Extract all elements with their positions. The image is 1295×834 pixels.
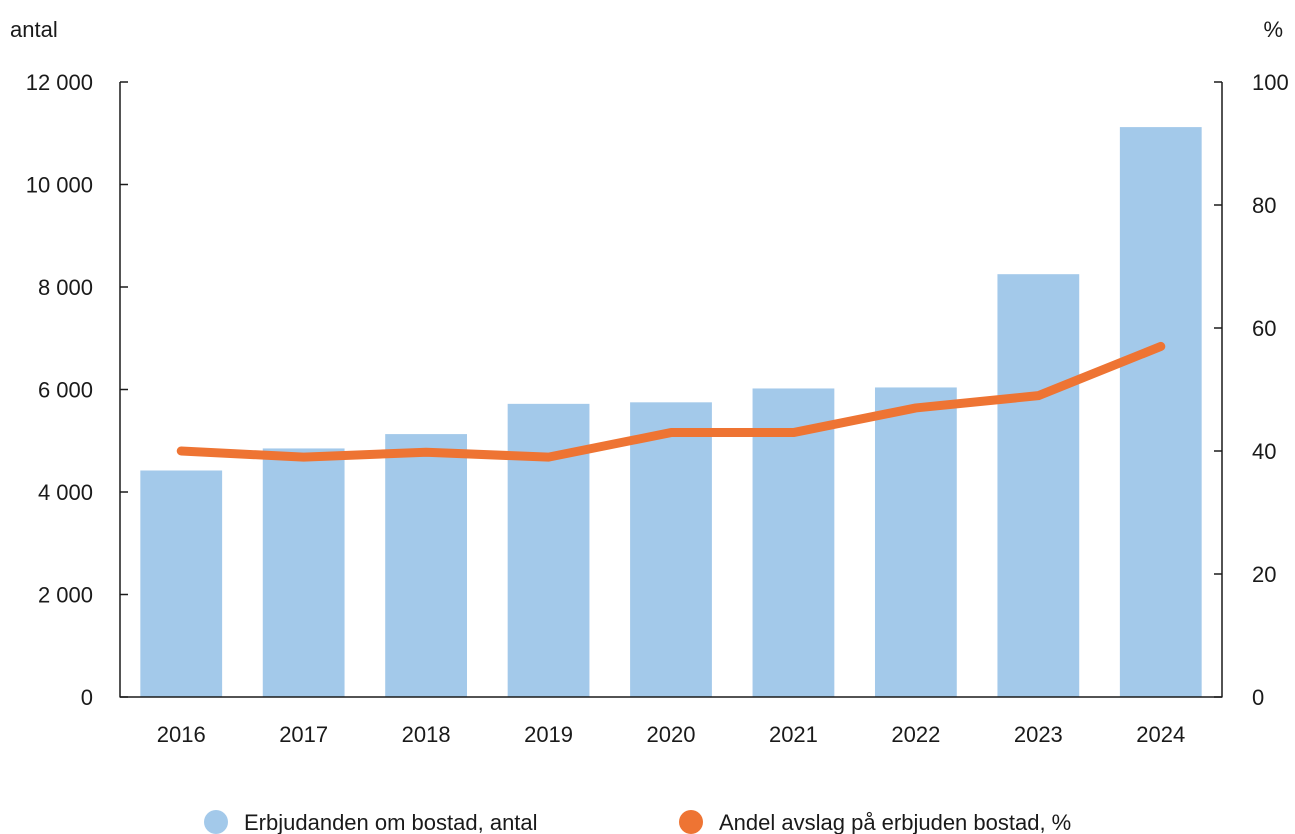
x-tick-label: 2019 [524, 722, 573, 747]
left-tick-label: 10 000 [26, 173, 93, 198]
line-point-2022 [915, 407, 917, 409]
right-tick-label: 20 [1252, 562, 1276, 587]
bar-2017 [262, 448, 345, 697]
bar-series [140, 127, 1202, 698]
left-tick-label: 2 000 [38, 583, 93, 608]
line-point-2017 [303, 456, 305, 458]
right-axis-unit: % [1263, 17, 1283, 42]
right-tick-label: 80 [1252, 193, 1276, 218]
left-tick-label: 8 000 [38, 275, 93, 300]
left-tick-label: 6 000 [38, 378, 93, 403]
x-tick-label: 2020 [647, 722, 696, 747]
bar-2022 [874, 387, 957, 697]
legend-swatch-line [679, 810, 703, 834]
legend-label-line: Andel avslag på erbjuden bostad, % [719, 810, 1071, 834]
line-point-2024 [1160, 345, 1162, 347]
bar-2021 [752, 388, 835, 697]
line-point-2018 [425, 451, 427, 453]
left-axis-ticks: 0 2 000 4 000 6 000 8 000 10 000 12 000 [26, 70, 128, 710]
line-point-2016 [180, 450, 182, 452]
x-axis-ticks: 2016 2017 2018 2019 2020 2021 2022 2023 2024 [157, 722, 1186, 747]
right-axis-ticks: 0 20 40 60 80 100 [1214, 70, 1289, 710]
bar-2016 [140, 470, 223, 697]
bar-2023 [997, 274, 1080, 697]
bar-2020 [630, 402, 712, 697]
line-point-2021 [792, 432, 794, 434]
line-series [176, 341, 1166, 462]
left-tick-label: 12 000 [26, 70, 93, 95]
x-tick-label: 2023 [1014, 722, 1063, 747]
x-tick-label: 2021 [769, 722, 818, 747]
bar-2018 [385, 434, 467, 697]
line-point-2020 [670, 432, 672, 434]
left-axis-unit: antal [10, 17, 58, 42]
left-tick-label: 0 [81, 685, 93, 710]
x-tick-label: 2017 [279, 722, 328, 747]
line-point-2023 [1037, 395, 1039, 397]
legend-swatch-bars [204, 810, 228, 834]
x-tick-label: 2016 [157, 722, 206, 747]
x-tick-label: 2024 [1136, 722, 1185, 747]
right-tick-label: 40 [1252, 439, 1276, 464]
line-point-2019 [548, 456, 550, 458]
right-tick-label: 100 [1252, 70, 1289, 95]
x-tick-label: 2018 [402, 722, 451, 747]
legend: Erbjudanden om bostad, antal Andel avsla… [204, 810, 1071, 834]
right-tick-label: 0 [1252, 685, 1264, 710]
legend-label-bars: Erbjudanden om bostad, antal [244, 810, 538, 834]
bar-2024 [1119, 127, 1202, 698]
right-tick-label: 60 [1252, 316, 1276, 341]
x-tick-label: 2022 [891, 722, 940, 747]
left-tick-label: 4 000 [38, 480, 93, 505]
